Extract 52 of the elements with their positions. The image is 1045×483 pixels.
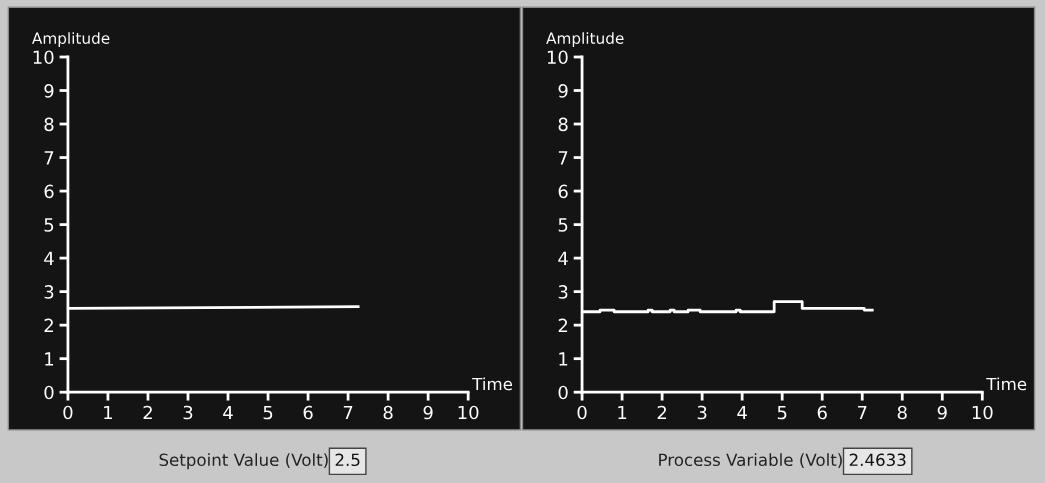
x-tick-label: 3 [697,405,707,420]
x-tick-label: 10 [972,405,993,420]
y-tick-label: 8 [558,117,568,132]
x-tick-label: 4 [737,405,747,420]
x-tick-label: 2 [143,405,152,420]
y-axis-title: Amplitude [32,32,110,47]
y-tick-label: 9 [44,83,54,98]
y-tick-label: 3 [44,285,54,299]
y-tick-label: 9 [558,83,568,98]
text: 2.4633 [849,453,906,467]
y-tick-label: 8 [44,117,54,132]
x-tick-label: 5 [777,405,787,420]
y-axis-title: Amplitude [546,32,624,47]
y-tick-label: 6 [558,184,568,199]
y-tick-label: 7 [558,151,568,165]
y-tick-label: 1 [45,352,54,366]
x-tick-label: 9 [423,405,433,420]
x-tick-label: 7 [857,405,867,420]
x-tick-label: 5 [263,405,273,420]
y-tick-label: 6 [44,184,54,199]
y-tick-label: 5 [44,218,54,232]
x-tick-label: 2 [657,405,667,420]
y-tick-label: 4 [558,251,568,265]
x-tick-label: 1 [618,405,627,420]
x-tick-label: 0 [63,405,73,420]
x-axis-title: Time [986,377,1027,391]
y-tick-label: 3 [558,285,568,299]
y-tick-label: 1 [559,352,568,366]
x-axis-title: Time [472,377,513,391]
y-tick-label: 2 [44,318,53,333]
y-tick-label: 2 [558,318,568,333]
x-tick-label: 6 [303,405,313,420]
text: 2.5 [335,453,360,467]
y-tick-label: 7 [44,151,54,165]
x-tick-label: 4 [223,405,233,420]
x-tick-label: 10 [458,405,479,420]
y-tick-label: 0 [44,385,54,400]
x-tick-label: 1 [104,405,113,420]
x-tick-label: 8 [897,405,907,420]
y-tick-label: 5 [558,218,568,232]
y-tick-label: 10 [33,50,54,65]
x-tick-label: 9 [937,405,947,420]
x-tick-label: 3 [183,405,193,420]
text: Setpoint Value (Volt) [159,453,328,470]
y-tick-label: 0 [558,385,568,400]
x-tick-label: 6 [817,405,827,420]
x-tick-label: 7 [343,405,353,420]
y-tick-label: 4 [44,251,54,265]
text: Process Variable (Volt) [659,453,842,469]
x-tick-label: 0 [577,405,587,420]
y-tick-label: 10 [547,50,568,65]
x-tick-label: 8 [383,405,393,420]
